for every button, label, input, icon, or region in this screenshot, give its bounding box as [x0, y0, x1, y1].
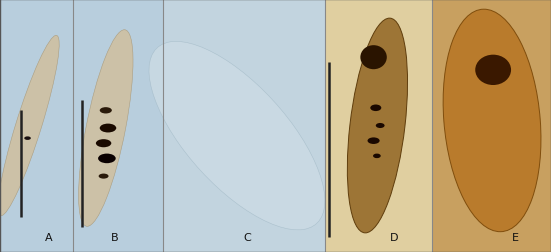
Bar: [432, 0, 551, 252]
Ellipse shape: [24, 137, 31, 140]
Ellipse shape: [443, 10, 541, 232]
Ellipse shape: [376, 123, 385, 129]
Text: C: C: [244, 232, 251, 242]
Text: A: A: [45, 232, 52, 242]
Ellipse shape: [0, 36, 59, 216]
Bar: [325, 0, 432, 252]
Ellipse shape: [368, 138, 380, 144]
Ellipse shape: [79, 30, 133, 227]
Bar: [163, 0, 325, 252]
Ellipse shape: [96, 140, 111, 148]
Ellipse shape: [360, 46, 387, 70]
Text: B: B: [111, 232, 119, 242]
Ellipse shape: [100, 124, 116, 133]
Ellipse shape: [373, 154, 381, 159]
Bar: [0, 0, 73, 252]
Text: E: E: [512, 232, 518, 242]
Ellipse shape: [475, 55, 511, 86]
Bar: [73, 0, 163, 252]
Ellipse shape: [98, 154, 116, 164]
Ellipse shape: [347, 19, 408, 233]
Text: D: D: [390, 232, 398, 242]
Ellipse shape: [370, 105, 381, 112]
Ellipse shape: [149, 42, 325, 230]
Ellipse shape: [99, 174, 109, 179]
Ellipse shape: [100, 108, 112, 114]
